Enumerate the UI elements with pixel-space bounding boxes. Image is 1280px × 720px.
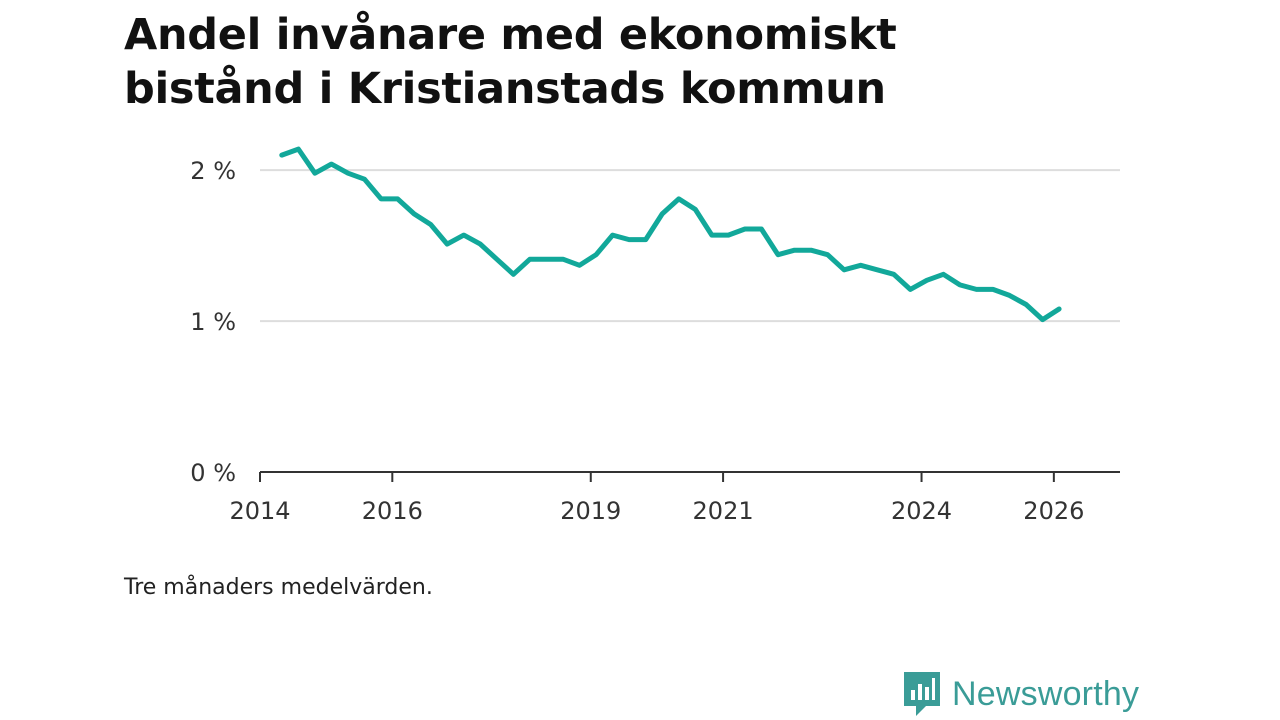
x-tick-label: 2021 xyxy=(693,497,754,525)
x-tick-label: 2024 xyxy=(891,497,952,525)
bar-chart-speech-bubble-icon xyxy=(904,672,940,716)
chart-footnote: Tre månaders medelvärden. xyxy=(124,575,433,600)
x-tick-label: 2016 xyxy=(362,497,423,525)
x-tick-label: 2019 xyxy=(560,497,621,525)
series-line xyxy=(279,146,1062,323)
y-tick-label: 0 % xyxy=(190,459,236,487)
chart-title: Andel invånare med ekonomiskt bistånd i … xyxy=(124,8,1124,116)
x-tick-label: 2026 xyxy=(1023,497,1084,525)
y-tick-label: 2 % xyxy=(190,157,236,185)
chart-title-line-2: bistånd i Kristianstads kommun xyxy=(124,64,886,114)
y-tick-label: 1 % xyxy=(190,308,236,336)
newsworthy-logo[interactable]: Newsworthy xyxy=(902,670,1139,718)
brand-name: Newsworthy xyxy=(952,674,1140,713)
chart-title-line-1: Andel invånare med ekonomiskt xyxy=(124,10,897,60)
x-tick-label: 2014 xyxy=(229,497,290,525)
